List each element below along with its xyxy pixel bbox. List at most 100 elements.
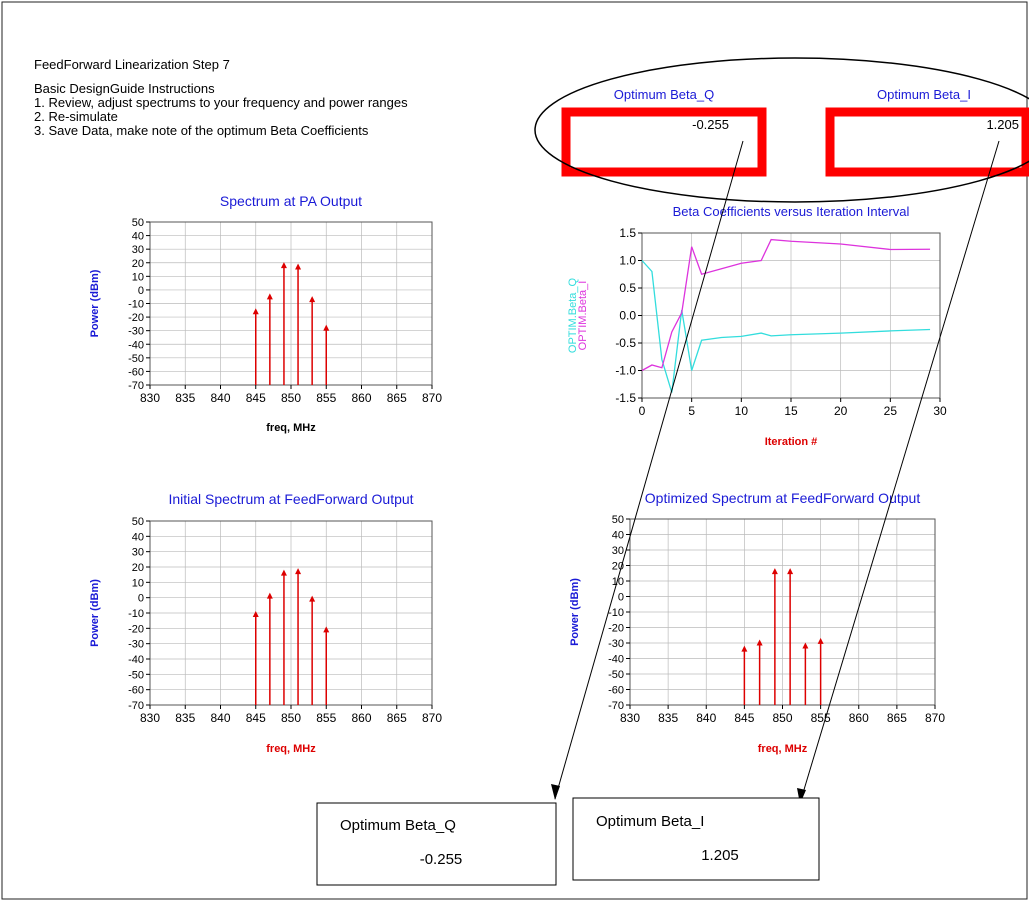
y-tick-label: -70 [608, 700, 624, 712]
x-tick-label: 845 [246, 711, 266, 725]
y-tick-label: 20 [132, 562, 144, 574]
instruction-line-1: 1. Review, adjust spectrums to your freq… [34, 95, 408, 110]
y-tick-label: 30 [612, 545, 624, 557]
x-tick-label: 830 [620, 711, 640, 725]
x-tick-label: 860 [351, 391, 371, 405]
x-tick-label: 850 [281, 391, 301, 405]
x-tick-label: 860 [849, 711, 869, 725]
y-tick-label: -10 [128, 608, 144, 620]
y-tick-label: -40 [128, 654, 144, 666]
y-axis-label-beta-q: OPTIM.Beta_Q [567, 277, 579, 353]
y-tick-label: -10 [128, 299, 144, 311]
x-tick-label: 865 [887, 711, 907, 725]
y-tick-label: 0.0 [619, 309, 636, 323]
y-tick-label: -1.0 [615, 364, 636, 378]
y-tick-label: 50 [132, 516, 144, 528]
stem-marker [280, 262, 287, 269]
x-tick-label: 865 [387, 711, 407, 725]
y-tick-label: 20 [132, 258, 144, 270]
x-tick-label: 860 [351, 711, 371, 725]
stem-marker [756, 639, 763, 646]
stem-marker [295, 568, 302, 575]
stem-marker [252, 611, 259, 617]
y-tick-label: 50 [132, 217, 144, 229]
arrow-beta-i [799, 140, 1000, 804]
y-tick-label: 40 [132, 231, 144, 243]
x-tick-label: 870 [925, 711, 945, 725]
beta-q-note-label: Optimum Beta_Q [340, 817, 456, 834]
x-tick-label: 855 [811, 711, 831, 725]
y-tick-label: -20 [128, 312, 144, 324]
y-tick-label: -30 [608, 638, 624, 650]
highlight-ellipse [534, 57, 1029, 203]
chart-optimized-ff-output: Optimized Spectrum at FeedForward Output… [569, 490, 945, 755]
beta-i-note-value: 1.205 [701, 847, 739, 864]
x-tick-label: 850 [281, 711, 301, 725]
arrow-beta-q-head [551, 784, 560, 800]
x-tick-label: 840 [210, 711, 230, 725]
x-tick-label: 855 [316, 391, 336, 405]
y-tick-label: -10 [608, 607, 624, 619]
y-tick-label: 1.0 [619, 254, 636, 268]
stem-marker [266, 592, 273, 599]
stem-marker [295, 263, 302, 270]
y-tick-label: -50 [608, 669, 624, 681]
stem-marker [741, 645, 748, 652]
instruction-line-0: Basic DesignGuide Instructions [34, 81, 215, 96]
x-tick-label: 870 [422, 391, 442, 405]
x-tick-label: 870 [422, 711, 442, 725]
x-tick-label: 845 [246, 391, 266, 405]
x-tick-label: 835 [175, 711, 195, 725]
beta-q-note-box [316, 802, 557, 886]
x-tick-label: 15 [784, 404, 798, 418]
x-axis-label: freq, MHz [266, 743, 316, 755]
y-tick-label: -20 [128, 623, 144, 635]
step-title: FeedForward Linearization Step 7 [34, 57, 230, 72]
instruction-line-3: 3. Save Data, make note of the optimum B… [34, 123, 369, 138]
beta-i-display-label: Optimum Beta_I [877, 87, 971, 102]
x-tick-label: 10 [735, 404, 749, 418]
x-axis-label: freq, MHz [758, 743, 808, 755]
chart-pa-output: Spectrum at PA Output 830 835 840 845 850 855 8… [89, 193, 442, 434]
stem-marker [309, 595, 316, 602]
stem-marker [817, 637, 824, 644]
x-tick-label: 835 [175, 391, 195, 405]
y-tick-label: 10 [132, 577, 144, 589]
x-tick-label: 835 [658, 711, 678, 725]
stem-marker [787, 568, 794, 575]
beta-q-highlight-box [561, 107, 767, 177]
beta-i-note-label: Optimum Beta_I [596, 813, 704, 830]
x-tick-label: 25 [884, 404, 898, 418]
beta-q-display-value: -0.255 [692, 117, 729, 132]
y-tick-label: -50 [128, 669, 144, 681]
x-tick-label: 855 [316, 711, 336, 725]
series-line-beta-q [641, 260, 931, 393]
y-axis-label: Power (dBm) [569, 578, 581, 646]
x-axis-label: Iteration # [765, 436, 818, 448]
y-axis-label: Power (dBm) [89, 269, 101, 337]
stem-marker [252, 308, 259, 315]
y-tick-label: 0 [618, 592, 624, 604]
x-tick-label: 865 [387, 391, 407, 405]
instruction-line-2: 2. Re-simulate [34, 109, 118, 124]
arrow-beta-q [554, 140, 744, 800]
y-tick-label: -60 [128, 685, 144, 697]
y-tick-label: 30 [132, 244, 144, 256]
x-tick-label: 850 [772, 711, 792, 725]
y-tick-label: -70 [128, 380, 144, 392]
y-tick-label: -30 [128, 639, 144, 651]
y-tick-label: 1.5 [619, 226, 636, 240]
y-tick-label: -70 [128, 700, 144, 712]
stem-marker [309, 296, 316, 303]
x-tick-label: 30 [933, 404, 947, 418]
y-tick-label: 10 [612, 576, 624, 588]
stem-marker [266, 293, 273, 300]
stem-marker [771, 568, 778, 575]
x-tick-label: 5 [688, 404, 695, 418]
beta-i-display-value: 1.205 [986, 117, 1019, 132]
y-axis-label-beta-i: OPTIM.Beta_I [577, 281, 589, 351]
x-tick-label: 845 [734, 711, 754, 725]
y-tick-label: 10 [132, 271, 144, 283]
y-tick-label: 40 [132, 531, 144, 543]
